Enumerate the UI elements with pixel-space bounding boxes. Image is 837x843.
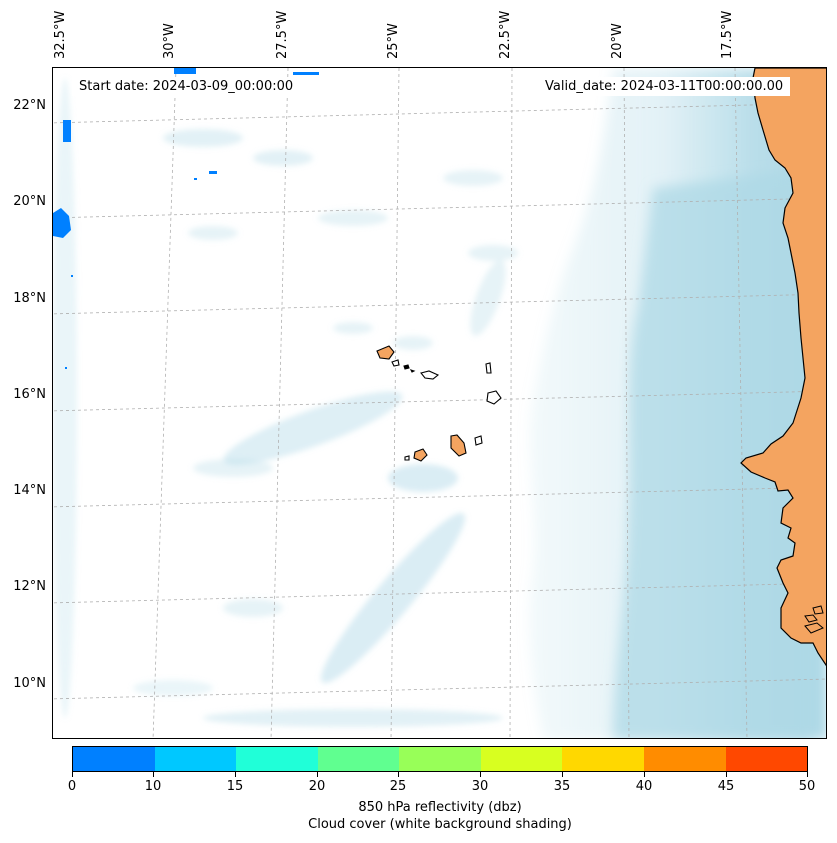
map-panel [52,67,827,739]
lat-label-20n: 20°N [13,194,46,209]
cloud-patches [53,78,518,727]
colorbar-tick [644,772,645,777]
lat-label-12n: 12°N [13,579,46,594]
colorbar-tick-label: 35 [553,779,571,794]
colorbar [72,746,808,772]
colorbar-tick-label: 25 [389,779,407,794]
colorbar-segment-40-45 [643,747,726,771]
valid-date-label: Valid_date: 2024-03-11T00:00:00.00 [538,77,791,96]
lat-label-22n: 22°N [13,98,46,113]
colorbar-tick [317,772,318,777]
colorbar-segment-20-25 [317,747,400,771]
lat-label-14n: 14°N [13,483,46,498]
colorbar-segment-45-50 [725,747,808,771]
colorbar-tick-label: 50 [798,779,816,794]
colorbar-segment-0-10 [73,747,155,771]
colorbar-tick [153,772,154,777]
cape-verde-islands [376,345,502,462]
west-africa-land [740,68,826,667]
graticule [53,68,826,738]
colorbar-tick [726,772,727,777]
lon-label-22-5w: 22.5°W [498,10,513,59]
lon-label-30w: 30°W [162,23,177,59]
lat-label-10n: 10°N [13,676,46,691]
colorbar-tick-label: 20 [308,779,326,794]
lon-label-20w: 20°W [610,23,625,59]
colorbar-tick [72,772,73,777]
colorbar-title: 850 hPa reflectivity (dbz) [358,800,522,815]
lat-label-16n: 16°N [13,387,46,402]
colorbar-tick [398,772,399,777]
lon-label-32-5w: 32.5°W [53,10,68,59]
colorbar-segment-30-35 [480,747,563,771]
colorbar-tick-label: 30 [471,779,489,794]
colorbar-tick [807,772,808,777]
lon-label-17-5w: 17.5°W [720,10,735,59]
cloud-core-east [613,168,813,738]
colorbar-tick-label: 15 [226,779,244,794]
colorbar-segment-25-30 [399,747,481,771]
colorbar-tick [235,772,236,777]
lon-label-25w: 25°W [386,23,401,59]
colorbar-tick [562,772,563,777]
colorbar-tick-label: 0 [67,779,77,794]
reflectivity-blobs [53,68,319,369]
colorbar-tick-label: 10 [144,779,162,794]
colorbar-tick [480,772,481,777]
colorbar-subtitle: Cloud cover (white background shading) [308,817,572,832]
lon-label-27-5w: 27.5°W [275,10,290,59]
map-canvas [53,68,826,738]
colorbar-segment-10-15 [154,747,237,771]
colorbar-segment-35-40 [562,747,644,771]
start-date-label: Start date: 2024-03-09_00:00:00 [72,77,301,96]
colorbar-tick-label: 40 [635,779,653,794]
colorbar-segment-15-20 [236,747,318,771]
lat-label-18n: 18°N [13,291,46,306]
colorbar-tick-label: 45 [717,779,735,794]
